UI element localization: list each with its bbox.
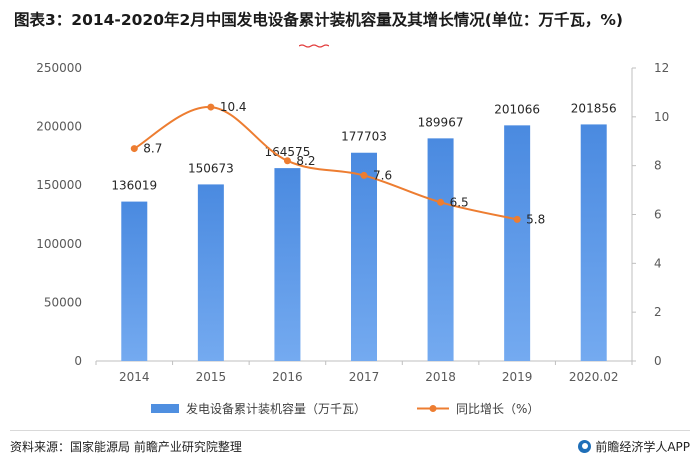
bar bbox=[197, 184, 224, 361]
line-value-label: 10.4 bbox=[220, 100, 247, 114]
bar bbox=[274, 168, 301, 361]
line-value-label: 7.6 bbox=[373, 168, 392, 182]
right-tick-label: 6 bbox=[654, 208, 662, 222]
line-series bbox=[130, 103, 521, 223]
bar-value-label: 150673 bbox=[188, 161, 234, 175]
right-tick-label: 0 bbox=[654, 354, 662, 368]
bar-value-label: 177703 bbox=[341, 130, 387, 144]
x-tick-label: 2018 bbox=[425, 370, 456, 384]
line-point bbox=[207, 103, 215, 111]
footer-divider bbox=[10, 430, 690, 431]
bar bbox=[351, 152, 377, 361]
right-tick-label: 8 bbox=[654, 159, 662, 173]
source-text: 资料来源：国家能源局 前瞻产业研究院整理 bbox=[10, 440, 242, 454]
left-tick-label: 150000 bbox=[36, 178, 82, 192]
bar-data-labels: 136019 150673 164575 177703 189967 201066 2018… bbox=[111, 101, 616, 192]
line-value-label: 8.2 bbox=[296, 154, 315, 168]
bar-series bbox=[121, 124, 607, 361]
left-tick-label: 0 bbox=[74, 354, 82, 368]
legend-line-label: 同比增长（%） bbox=[456, 402, 539, 416]
title-underline bbox=[298, 33, 330, 48]
right-axis: 0 2 4 6 8 10 12 bbox=[631, 61, 669, 368]
x-tick-label: 2017 bbox=[349, 370, 380, 384]
left-axis: 0 50000 100000 150000 200000 250000 bbox=[36, 61, 82, 368]
line-value-label: 6.5 bbox=[450, 195, 469, 209]
bar-value-label: 164575 bbox=[265, 145, 311, 159]
bar bbox=[580, 124, 607, 361]
line-point bbox=[437, 198, 445, 206]
bar-value-label: 201856 bbox=[571, 101, 617, 115]
line-data-labels: 8.7 10.4 8.2 7.6 6.5 5.8 bbox=[143, 100, 545, 226]
brand: 前瞻经济学人APP bbox=[578, 438, 690, 455]
line-value-label: 8.7 bbox=[143, 142, 162, 156]
chart-title: 图表3：2014-2020年2月中国发电设备累计装机容量及其增长情况(单位：万千… bbox=[14, 11, 623, 29]
right-tick-label: 4 bbox=[654, 256, 662, 270]
x-axis: 2014 2015 2016 2017 2018 2019 2020.02 bbox=[95, 360, 633, 384]
x-tick-label: 2014 bbox=[119, 370, 150, 384]
x-tick-label: 2020.02 bbox=[569, 370, 619, 384]
bar bbox=[121, 201, 148, 361]
left-tick-label: 50000 bbox=[44, 295, 82, 309]
left-tick-label: 100000 bbox=[36, 237, 82, 251]
bar-value-label: 136019 bbox=[111, 179, 157, 193]
right-tick-label: 10 bbox=[654, 110, 669, 124]
line-point bbox=[283, 157, 291, 165]
left-tick-label: 200000 bbox=[36, 120, 82, 134]
right-tick-label: 12 bbox=[654, 61, 669, 75]
line-point bbox=[360, 171, 368, 179]
legend-line-marker bbox=[429, 405, 437, 412]
brand-logo-icon bbox=[578, 440, 592, 453]
bar bbox=[504, 125, 531, 361]
x-tick-label: 2019 bbox=[502, 370, 533, 384]
bar bbox=[427, 138, 454, 361]
legend-bar-label: 发电设备累计装机容量（万千瓦） bbox=[186, 401, 366, 416]
footer: 资料来源：国家能源局 前瞻产业研究院整理 前瞻经济学人APP bbox=[0, 430, 700, 463]
bar-value-label: 201066 bbox=[494, 102, 540, 116]
legend-bar-swatch bbox=[151, 404, 179, 413]
right-tick-label: 2 bbox=[654, 305, 662, 319]
left-tick-label: 250000 bbox=[36, 61, 82, 75]
line-point bbox=[513, 215, 521, 223]
x-tick-label: 2015 bbox=[196, 370, 227, 384]
legend: 发电设备累计装机容量（万千瓦） 同比增长（%） bbox=[151, 401, 539, 416]
bar-value-label: 189967 bbox=[418, 115, 464, 129]
line-value-label: 5.8 bbox=[526, 212, 545, 226]
x-tick-label: 2016 bbox=[272, 370, 303, 384]
line-point bbox=[130, 145, 138, 153]
brand-text: 前瞻经济学人APP bbox=[595, 440, 690, 454]
combo-chart: 0 50000 100000 150000 200000 250000 0 2 4 6 8 10 12… bbox=[36, 61, 669, 416]
